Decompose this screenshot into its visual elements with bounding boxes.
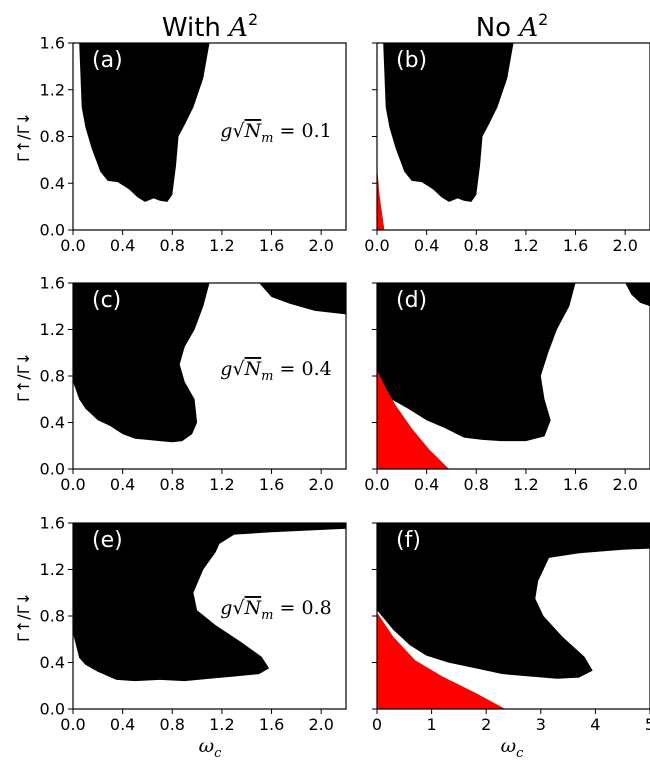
panel-d-red-region-2 (377, 370, 449, 469)
panel-a-x-tick-label: 2.0 (308, 236, 333, 255)
panel-c-x-tick-label: 1.6 (259, 475, 284, 494)
panel-b-black-region-0 (383, 43, 514, 202)
panel-b-regions (377, 43, 514, 230)
panel-a-y-tick-label: 0.4 (40, 174, 65, 193)
panel-a-y-tick-label: 1.6 (40, 34, 65, 53)
panel-e-regions (73, 523, 346, 682)
panel-d-regions (377, 283, 650, 469)
panel-f-x-tick-label: 4 (590, 715, 600, 734)
panel-a-x-tick-label: 1.2 (209, 236, 234, 255)
panel-c-regions (73, 283, 346, 443)
panel-e-y-tick-label: 0.8 (40, 607, 65, 626)
panel-e: 0.0 0.4 0.8 1.2 1.6 2.0 0.0 0.4 0.8 1.2 1.6 (e) (40, 514, 347, 734)
panel-d-x-tick-label: 0.8 (464, 475, 489, 494)
panel-b-label: (b) (396, 48, 427, 73)
panel-a-label: (a) (92, 48, 123, 73)
panel-e-x-tick-label: 1.2 (209, 715, 234, 734)
coupling-annotation-row3: g√Nm = 0.8 (220, 597, 331, 623)
x-axis-label-right: ωc (501, 735, 525, 761)
panel-c-y-tick-label: 0.4 (40, 413, 65, 432)
panel-e-x-tick-label: 2.0 (308, 715, 333, 734)
panel-a: 0.0 0.4 0.8 1.2 1.6 2.0 0.0 0.4 0.8 1.2 1.6 (a) (40, 34, 347, 255)
column-title-left: With A2 (162, 10, 258, 43)
panel-c-black-region-1 (259, 283, 346, 315)
panel-b: 0.0 0.4 0.8 1.2 1.6 2.0 (b) (364, 42, 650, 255)
panel-f-x-tick-label: 3 (536, 715, 546, 734)
panel-c-y-tick-label: 1.2 (40, 320, 65, 339)
panel-e-x-tick-label: 1.6 (259, 715, 284, 734)
panel-f-x-tick-label: 2 (481, 715, 491, 734)
panel-a-y-tick-label: 0.0 (40, 221, 65, 240)
panel-c: 0.0 0.4 0.8 1.2 1.6 2.0 0.0 0.4 0.8 1.2 1.6 (c) (40, 274, 347, 494)
panel-d-x-tick-label: 0.0 (364, 475, 389, 494)
panel-e-y-tick-label: 0.0 (40, 700, 65, 719)
panel-e-black-region-0 (73, 523, 346, 682)
panel-b-x-tick-label: 0.0 (364, 236, 389, 255)
panel-e-y-tick-label: 1.2 (40, 560, 65, 579)
panel-b-red-region-1 (377, 165, 385, 230)
panel-f-black-region-0 (377, 523, 650, 679)
panel-e-x-tick-label: 0.4 (110, 715, 135, 734)
panel-e-y-tick-label: 0.4 (40, 653, 65, 672)
panel-c-x-tick-label: 0.0 (60, 475, 85, 494)
panel-d-black-region-1 (625, 283, 650, 307)
panel-c-x-tick-label: 0.8 (160, 475, 185, 494)
panel-f-red-region-1 (377, 612, 506, 709)
panel-e-x-tick-label: 0.8 (160, 715, 185, 734)
panel-b-x-tick-label: 0.8 (464, 236, 489, 255)
panel-c-x-tick-label: 1.2 (209, 475, 234, 494)
panel-e-label: (e) (92, 528, 123, 553)
coupling-annotation-row1: g√Nm = 0.1 (220, 120, 331, 146)
panel-a-regions (79, 43, 210, 202)
panel-c-label: (c) (92, 288, 121, 313)
y-axis-label-row1: Γ↑/Γ↓ (14, 112, 33, 162)
panel-e-y-tick-label: 1.6 (40, 514, 65, 533)
panel-d-x-tick-label: 0.4 (414, 475, 439, 494)
panels-group: 0.0 0.4 0.8 1.2 1.6 2.00.00.40.81.21.6(a)0.0 0… (40, 34, 650, 734)
panel-b-x-tick-label: 2.0 (612, 236, 637, 255)
panel-b-x-tick-label: 1.6 (563, 236, 588, 255)
panel-f-label: (f) (396, 528, 421, 553)
panel-c-y-tick-label: 0.8 (40, 367, 65, 386)
panel-d-label: (d) (396, 288, 427, 313)
panel-a-x-tick-label: 1.6 (259, 236, 284, 255)
panel-a-black-region-0 (79, 43, 210, 202)
panel-d-x-tick-label: 1.6 (563, 475, 588, 494)
panel-c-x-tick-label: 0.4 (110, 475, 135, 494)
panel-c-black-region-0 (73, 283, 210, 443)
panel-f: 0 1 2 3 4 5 (f) (372, 522, 650, 734)
panel-a-x-tick-label: 0.4 (110, 236, 135, 255)
panel-a-y-tick-label: 0.8 (40, 127, 65, 146)
panel-c-y-tick-label: 1.6 (40, 274, 65, 293)
panel-d-x-tick-label: 1.2 (513, 475, 538, 494)
column-title-right: No A2 (476, 10, 549, 43)
panel-a-x-tick-label: 0.0 (60, 236, 85, 255)
y-axis-label-row3: Γ↑/Γ↓ (14, 592, 33, 642)
panel-b-x-tick-label: 0.4 (414, 236, 439, 255)
panel-f-x-tick-label: 1 (427, 715, 437, 734)
panel-b-x-tick-label: 1.2 (513, 236, 538, 255)
coupling-annotation-row2: g√Nm = 0.4 (220, 358, 331, 384)
panel-c-x-tick-label: 2.0 (308, 475, 333, 494)
panel-f-x-tick-label: 5 (645, 715, 650, 734)
panel-e-x-tick-label: 0.0 (60, 715, 85, 734)
y-axis-label-row2: Γ↑/Γ↓ (14, 352, 33, 402)
panel-f-regions (377, 523, 650, 709)
panel-a-x-tick-label: 0.8 (160, 236, 185, 255)
panel-d-x-tick-label: 2.0 (612, 475, 637, 494)
panel-a-y-tick-label: 1.2 (40, 80, 65, 99)
panel-f-x-tick-label: 0 (372, 715, 382, 734)
panel-d-black-region-0 (377, 283, 576, 442)
panel-d: 0.0 0.4 0.8 1.2 1.6 2.0 (d) (364, 282, 650, 494)
x-axis-label-left: ωc (199, 735, 223, 761)
panel-c-y-tick-label: 0.0 (40, 460, 65, 479)
